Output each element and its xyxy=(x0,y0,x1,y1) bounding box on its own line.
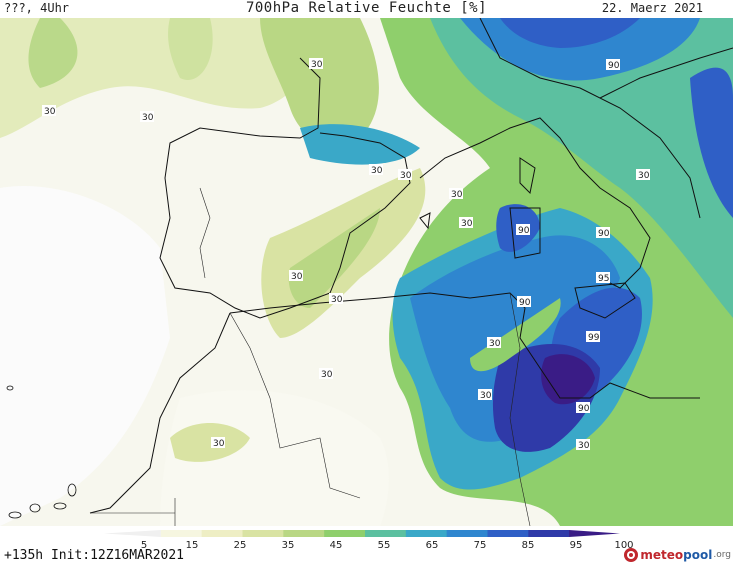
init-time-label: +135h Init:12Z16MAR2021 xyxy=(4,548,185,563)
portugal-border xyxy=(199,187,211,279)
moist-area-alps xyxy=(430,18,733,318)
contour-label-30: 30 xyxy=(311,60,323,70)
moist-patch-atlas xyxy=(170,423,250,462)
humidity-map: 30 30 30 30 30 30 30 30 30 30 30 30 30 3… xyxy=(0,18,733,526)
contour-label-30: 30 xyxy=(331,295,343,305)
meteopool-logo[interactable]: meteo pool .org xyxy=(624,545,731,565)
contour-label-99: 99 xyxy=(588,333,600,343)
legend-tick-label: 35 xyxy=(282,540,295,548)
algeria-border xyxy=(229,312,361,499)
legend-swatch xyxy=(405,530,448,537)
legend-swatch xyxy=(569,530,620,537)
contour-label-30: 30 xyxy=(321,370,333,380)
legend-tick-label: 65 xyxy=(426,540,439,548)
drier-stripe-tunisia xyxy=(470,298,561,372)
balkan-border xyxy=(599,47,733,99)
dry-area-atlantic xyxy=(0,186,170,526)
legend-tick-label: 55 xyxy=(378,540,391,548)
logo-text-meteo: meteo xyxy=(640,548,684,562)
france-italy-coast xyxy=(419,117,651,289)
moist-streak-north xyxy=(168,18,213,80)
moist-core-iberia xyxy=(288,208,380,308)
legend-swatch xyxy=(104,530,161,537)
contour-label-30: 30 xyxy=(578,441,590,451)
contour-label-30: 30 xyxy=(638,171,650,181)
legend-swatch xyxy=(365,530,407,537)
contour-label-30: 30 xyxy=(461,219,473,229)
legend-tick-label: 100 xyxy=(614,540,633,548)
wet-area-adriatic xyxy=(690,67,733,218)
contour-labels-90: 90 90 90 90 90 95 99 xyxy=(516,59,620,414)
legend-swatches xyxy=(104,530,620,537)
legend-bar: 5 15 25 35 45 55 65 75 85 95 100 xyxy=(104,530,634,551)
mallorca-coast xyxy=(419,212,431,230)
moist-spot-northwest xyxy=(28,18,78,88)
forecast-date: 22. Maerz 2021 xyxy=(601,1,703,15)
logo-text-pool: pool xyxy=(683,548,713,562)
legend-swatch xyxy=(324,530,366,537)
map-canvas: 30 30 30 30 30 30 30 30 30 30 30 30 30 3… xyxy=(0,18,733,526)
legend-tick-label: 45 xyxy=(330,540,343,548)
contour-label-90: 90 xyxy=(608,61,620,71)
legend-swatch xyxy=(446,530,488,537)
sardinia-coast xyxy=(509,207,541,259)
contour-label-30: 30 xyxy=(371,166,383,176)
legend-tick-label: 15 xyxy=(186,540,199,548)
coastlines xyxy=(89,18,733,514)
contour-label-30: 30 xyxy=(480,391,492,401)
sicily-coast xyxy=(574,282,636,319)
legend-tick-label: 25 xyxy=(234,540,247,548)
canary-islands xyxy=(6,385,77,519)
legend-swatch xyxy=(528,530,570,537)
map-title: 700hPa Relative Feuchte [%] xyxy=(245,0,488,16)
contour-label-30: 30 xyxy=(291,272,303,282)
borders xyxy=(90,187,531,526)
forecast-time-label: ???, 4Uhr xyxy=(4,1,70,15)
legend-swatch xyxy=(201,530,243,537)
contour-labels-30: 30 30 30 30 30 30 30 30 30 30 30 30 30 3… xyxy=(42,58,650,451)
legend-tick-label: 75 xyxy=(474,540,487,548)
contour-label-90: 90 xyxy=(598,229,610,239)
morocco-coast xyxy=(89,312,231,514)
tunisia-libya-border xyxy=(509,292,531,526)
contour-label-30: 30 xyxy=(489,339,501,349)
legend-swatch xyxy=(242,530,284,537)
legend-swatch xyxy=(283,530,325,537)
contour-label-90: 90 xyxy=(519,298,531,308)
contour-label-90: 90 xyxy=(518,226,530,236)
legend-swatch xyxy=(487,530,529,537)
legend-swatch xyxy=(160,530,203,537)
saturated-core-gulf xyxy=(541,354,595,405)
contour-label-30: 30 xyxy=(44,107,56,117)
logo-icon xyxy=(624,548,639,562)
contour-label-30: 30 xyxy=(142,113,154,123)
contour-label-30: 30 xyxy=(400,171,412,181)
color-legend: 5 15 25 35 45 55 65 75 85 95 100 xyxy=(0,526,733,566)
logo-text-org: .org xyxy=(713,550,731,560)
contour-label-30: 30 xyxy=(451,190,463,200)
corsica-coast xyxy=(519,157,536,195)
legend-tick-label: 95 xyxy=(570,540,583,548)
legend-ticks: 5 15 25 35 45 55 65 75 85 95 100 xyxy=(141,540,634,551)
wet-core-alps xyxy=(500,18,640,48)
legend-tick-label: 5 xyxy=(141,540,147,548)
legend-tick-label: 85 xyxy=(522,540,535,548)
contour-label-30: 30 xyxy=(213,439,225,449)
contour-label-90: 90 xyxy=(578,404,590,414)
contour-label-95: 95 xyxy=(598,274,609,284)
